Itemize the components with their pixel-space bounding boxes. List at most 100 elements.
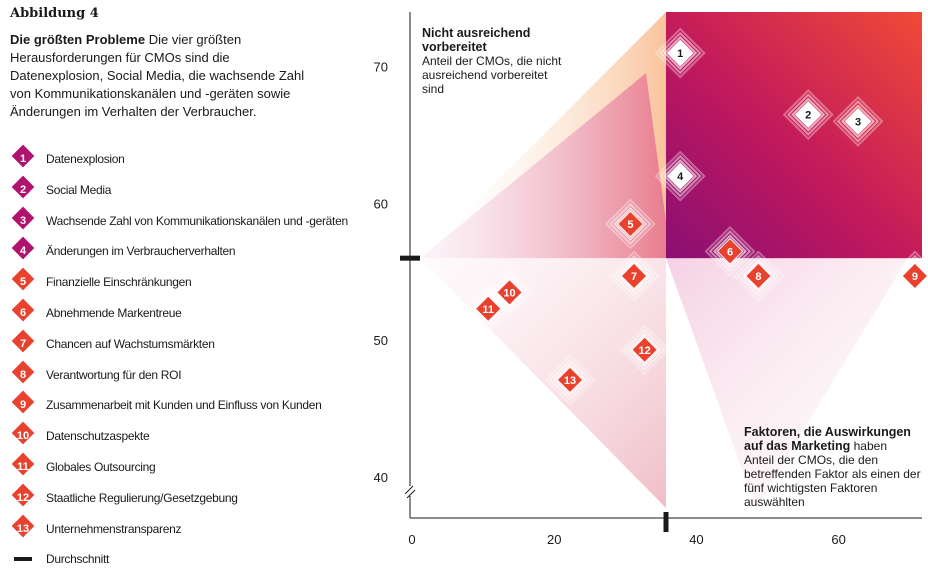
x-tick-40: 40 [689, 532, 703, 547]
y-tick-label: 50 [374, 333, 388, 348]
legend-item-13: 13 Unternehmenstransparenz [10, 514, 380, 542]
bg-shape-left-diamond [420, 73, 671, 259]
annotation-impact-text: Anteil der CMOs, die den betreffenden Fa… [744, 453, 921, 509]
point-halo [613, 207, 648, 241]
data-point-6: 6 [704, 225, 756, 277]
point-halo [889, 250, 928, 302]
legend-item-6: 6 Abnehmende Markentreue [10, 298, 380, 326]
point-label: 7 [631, 271, 637, 283]
x-tick-label: 0 [408, 532, 415, 547]
point-halo [836, 100, 880, 143]
legend-label: Durchschnitt [46, 552, 110, 567]
legend-number: 4 [19, 245, 27, 258]
legend-number: 12 [16, 491, 30, 504]
point-halo [732, 250, 784, 302]
data-point-1: 1 [654, 27, 706, 79]
point-halo [659, 31, 702, 75]
legend-item-8: 8 Verantwortung für den ROI [10, 360, 380, 388]
point-diamond [794, 101, 822, 129]
point-halo [544, 354, 596, 406]
bg-shape-lower-right [666, 258, 908, 509]
legend-label: Wachsende Zahl von Kommunikationskanälen… [46, 213, 348, 228]
point-diamond [617, 210, 644, 238]
point-label: 2 [805, 110, 811, 122]
data-point-3: 3 [832, 95, 884, 147]
point-diamond [666, 162, 694, 190]
legend-item-9: 9 Zusammenarbeit mit Kunden und Einfluss … [10, 391, 380, 418]
data-point-7: 7 [608, 250, 660, 302]
legend-item-average: Durchschnitt [10, 546, 380, 572]
x-tick-0: 0 [408, 532, 415, 547]
point-halo [488, 271, 531, 314]
average-marker-y [400, 255, 420, 261]
point-diamond [844, 107, 872, 135]
legend-number: 5 [19, 276, 27, 289]
legend-item-11: 11 Globales Outsourcing [10, 452, 380, 480]
y-axis-break-gap [404, 486, 416, 496]
x-tick-60: 60 [831, 532, 845, 547]
point-diamond [631, 336, 659, 364]
y-tick-70: 70 [374, 60, 388, 75]
point-halo [654, 27, 706, 79]
point-halo [654, 150, 706, 202]
x-tick-20: 20 [547, 532, 561, 547]
point-halo [741, 258, 776, 293]
average-marker-x [663, 512, 669, 532]
point-halo [609, 202, 652, 246]
annotation-not-prepared-text: Anteil der CMOs, die nicht ausreichend v… [422, 54, 562, 96]
legend-item-2: 2 Social Media [10, 175, 380, 203]
data-point-2: 2 [782, 89, 834, 141]
data-point-4: 4 [654, 150, 706, 202]
point-halo [548, 358, 592, 402]
point-halo [841, 104, 875, 139]
point-halo [897, 258, 928, 293]
legend-label: Abnehmende Markentreue [46, 306, 182, 320]
point-halo [608, 250, 660, 302]
data-point-11: 11 [462, 283, 514, 335]
point-halo [612, 254, 656, 298]
annotation-impact-title-suffix: haben [853, 439, 887, 453]
point-label: 3 [855, 116, 861, 128]
description-text: Die vier größten Herausforderungen für C… [10, 32, 305, 119]
legend-label: Chancen auf Wachstumsmärkten [46, 336, 215, 351]
point-label: 11 [482, 304, 494, 316]
y-tick-label: 40 [374, 470, 388, 485]
point-diamond [496, 278, 523, 306]
legend-item-10: 10 Datenschutzaspekte [10, 421, 380, 449]
legend-label: Staatliche Regulierung/Gesetzgebung [46, 490, 238, 505]
data-point-10: 10 [484, 266, 536, 318]
point-halo [737, 254, 780, 298]
point-halo [713, 234, 747, 269]
point-halo [708, 230, 752, 273]
y-axis-break-icon [404, 485, 416, 499]
figure-label: Abbildung 4 [10, 6, 99, 21]
bg-quadrant-top-right [666, 12, 922, 259]
legend-number: 2 [19, 183, 27, 196]
description-bold: Die größten Probleme [10, 32, 146, 47]
data-point-13: 13 [544, 354, 596, 406]
point-halo [787, 93, 830, 136]
data-point-5: 5 [604, 198, 656, 250]
legend-label: Datenschutzaspekte [46, 429, 150, 444]
legend-item-1: 1 Datenexplosion [10, 144, 380, 172]
quadrant-background [420, 12, 922, 509]
point-diamond [745, 262, 772, 290]
point-diamond [901, 262, 928, 290]
annotation-not-prepared: Nicht ausreichend vorbereitet Anteil der… [422, 26, 572, 96]
point-halo [553, 362, 587, 397]
point-label: 5 [627, 219, 633, 231]
x-tick-label: 40 [689, 532, 703, 547]
point-halo [832, 95, 884, 147]
legend-number: 11 [17, 461, 29, 473]
bg-shape-lower-left [420, 258, 666, 508]
point-label: 6 [727, 246, 733, 258]
point-halo [627, 332, 662, 367]
point-diamond [556, 366, 584, 394]
x-tick-label: 20 [547, 532, 561, 547]
point-halo [663, 159, 698, 194]
y-tick-label: 70 [374, 60, 388, 75]
point-halo [471, 291, 506, 326]
data-point-9: 9 [889, 250, 928, 302]
point-halo [663, 36, 698, 70]
